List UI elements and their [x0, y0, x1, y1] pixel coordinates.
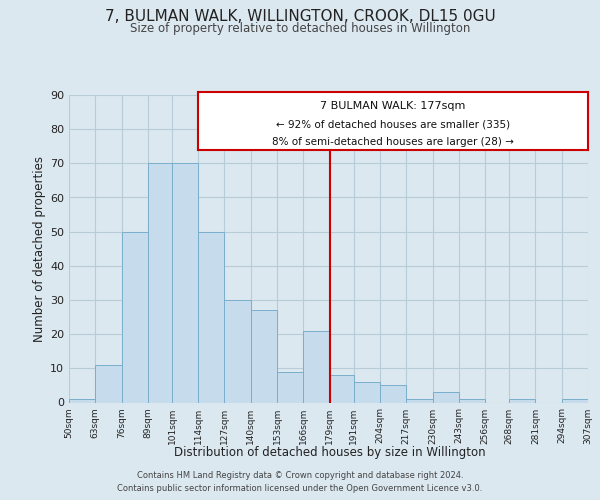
Bar — [122, 232, 148, 402]
Bar — [380, 386, 406, 402]
Bar — [406, 399, 433, 402]
Text: ← 92% of detached houses are smaller (335): ← 92% of detached houses are smaller (33… — [276, 120, 510, 130]
Text: 8% of semi-detached houses are larger (28) →: 8% of semi-detached houses are larger (2… — [272, 137, 514, 147]
Text: 7 BULMAN WALK: 177sqm: 7 BULMAN WALK: 177sqm — [320, 101, 466, 111]
Text: Size of property relative to detached houses in Willington: Size of property relative to detached ho… — [130, 22, 470, 35]
Bar — [251, 310, 277, 402]
Bar — [224, 300, 251, 402]
Y-axis label: Number of detached properties: Number of detached properties — [33, 156, 46, 342]
Bar — [433, 392, 459, 402]
Bar — [459, 399, 485, 402]
Bar — [509, 399, 535, 402]
Text: 7, BULMAN WALK, WILLINGTON, CROOK, DL15 0GU: 7, BULMAN WALK, WILLINGTON, CROOK, DL15 … — [104, 9, 496, 24]
Bar — [303, 331, 329, 402]
Bar — [69, 399, 95, 402]
Bar — [354, 382, 380, 402]
Bar — [329, 375, 354, 402]
Text: Contains HM Land Registry data © Crown copyright and database right 2024.: Contains HM Land Registry data © Crown c… — [137, 471, 463, 480]
Bar — [172, 164, 198, 402]
Bar — [198, 232, 224, 402]
Text: Distribution of detached houses by size in Willington: Distribution of detached houses by size … — [174, 446, 486, 459]
Text: Contains public sector information licensed under the Open Government Licence v3: Contains public sector information licen… — [118, 484, 482, 493]
Bar — [277, 372, 303, 402]
Bar — [148, 164, 172, 402]
Bar — [562, 399, 588, 402]
Bar — [95, 365, 122, 403]
